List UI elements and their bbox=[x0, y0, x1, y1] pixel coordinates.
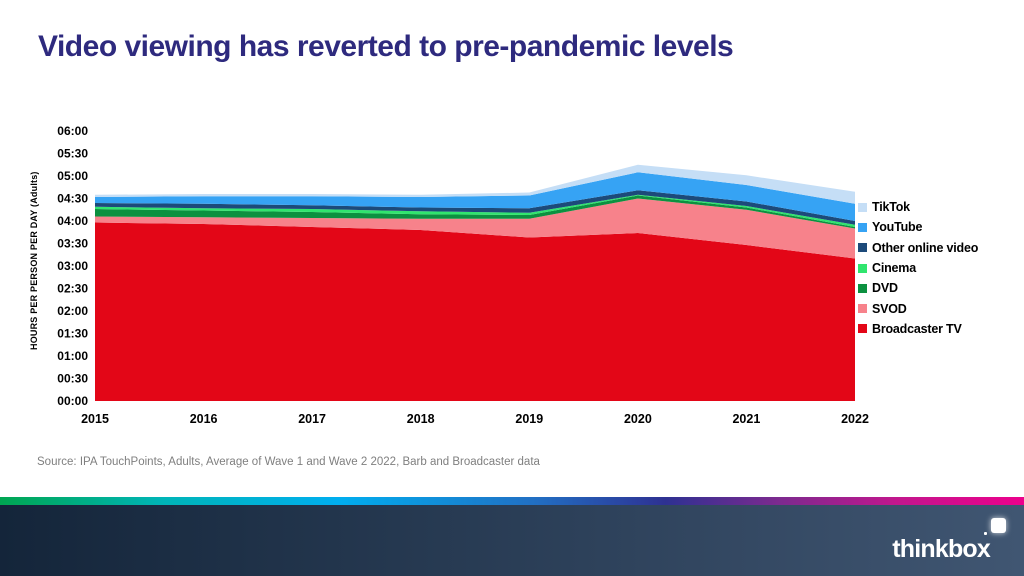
x-axis-label-2018: 2018 bbox=[407, 412, 435, 426]
y-axis-tick-0400: 04:00 bbox=[57, 214, 88, 228]
source-note: Source: IPA TouchPoints, Adults, Average… bbox=[37, 456, 540, 468]
legend-label: TikTok bbox=[872, 200, 910, 215]
y-axis-tick-0100: 01:00 bbox=[57, 349, 88, 363]
y-axis-tick-0030: 00:30 bbox=[57, 372, 88, 386]
area-other-online-video bbox=[95, 190, 855, 225]
legend-swatch-icon bbox=[858, 243, 867, 253]
y-axis-tick-0300: 03:00 bbox=[57, 259, 88, 273]
y-axis-tick-0200: 02:00 bbox=[57, 304, 88, 318]
legend-swatch-icon bbox=[858, 263, 867, 273]
legend-label: DVD bbox=[872, 281, 898, 296]
legend-label: Cinema bbox=[872, 261, 916, 276]
legend-item-dvd: DVD bbox=[858, 278, 978, 298]
y-axis-tick-0600: 06:00 bbox=[57, 124, 88, 138]
area-cinema bbox=[95, 194, 855, 227]
legend-swatch-icon bbox=[858, 283, 867, 293]
legend-swatch-icon bbox=[858, 202, 867, 212]
legend-item-tiktok: TikTok bbox=[858, 197, 978, 217]
footer-navy-band: thinkbox bbox=[0, 505, 1024, 576]
legend-label: Other online video bbox=[872, 240, 979, 255]
legend-item-youtube: YouTube bbox=[858, 217, 978, 237]
x-axis-label-2021: 2021 bbox=[732, 412, 760, 426]
legend-swatch-icon bbox=[858, 222, 867, 232]
legend-label: YouTube bbox=[872, 220, 923, 235]
y-axis-tick-0430: 04:30 bbox=[57, 192, 88, 206]
x-axis-label-2020: 2020 bbox=[624, 412, 652, 426]
thinkbox-logo: thinkbox bbox=[886, 518, 1006, 562]
y-axis-tick-0500: 05:00 bbox=[57, 169, 88, 183]
area-svod bbox=[95, 198, 855, 259]
x-axis-label-2016: 2016 bbox=[190, 412, 218, 426]
x-axis-label-2017: 2017 bbox=[298, 412, 326, 426]
page-title: Video viewing has reverted to pre-pandem… bbox=[38, 30, 734, 63]
thinkbox-logo-text: thinkbox bbox=[892, 535, 991, 563]
area-dvd bbox=[95, 195, 855, 229]
legend-label: SVOD bbox=[872, 301, 907, 316]
legend-item-other-online-video: Other online video bbox=[858, 238, 978, 258]
y-axis-tick-0130: 01:30 bbox=[57, 327, 88, 341]
logo-dot-icon bbox=[984, 532, 987, 535]
logo-square-icon bbox=[991, 518, 1006, 533]
y-axis-tick-0530: 05:30 bbox=[57, 147, 88, 161]
legend-swatch-icon bbox=[858, 304, 867, 314]
y-axis-tick-0330: 03:30 bbox=[57, 237, 88, 251]
legend-label: Broadcaster TV bbox=[872, 321, 962, 336]
legend: TikTok YouTube Other online video Cinema DVD… bbox=[858, 197, 978, 339]
gradient-strip bbox=[0, 497, 1024, 505]
y-axis-tick-0000: 00:00 bbox=[57, 394, 88, 408]
area-tiktok bbox=[95, 164, 855, 204]
area-broadcaster-tv bbox=[95, 222, 855, 401]
x-axis-label-2019: 2019 bbox=[515, 412, 543, 426]
stacked-area-chart: 06:00 05:30 05:00 04:30 04:00 03:30 03:00 02:30… bbox=[57, 124, 869, 426]
x-axis-label-2022: 2022 bbox=[841, 412, 869, 426]
footer-band: thinkbox bbox=[0, 497, 1024, 576]
legend-swatch-icon bbox=[858, 324, 867, 334]
legend-item-cinema: Cinema bbox=[858, 258, 978, 278]
area-youtube bbox=[95, 172, 855, 221]
x-axis-label-2015: 2015 bbox=[81, 412, 109, 426]
y-axis-tick-0230: 02:30 bbox=[57, 282, 88, 296]
legend-item-broadcaster-tv: Broadcaster TV bbox=[858, 319, 978, 339]
legend-item-svod: SVOD bbox=[858, 298, 978, 318]
